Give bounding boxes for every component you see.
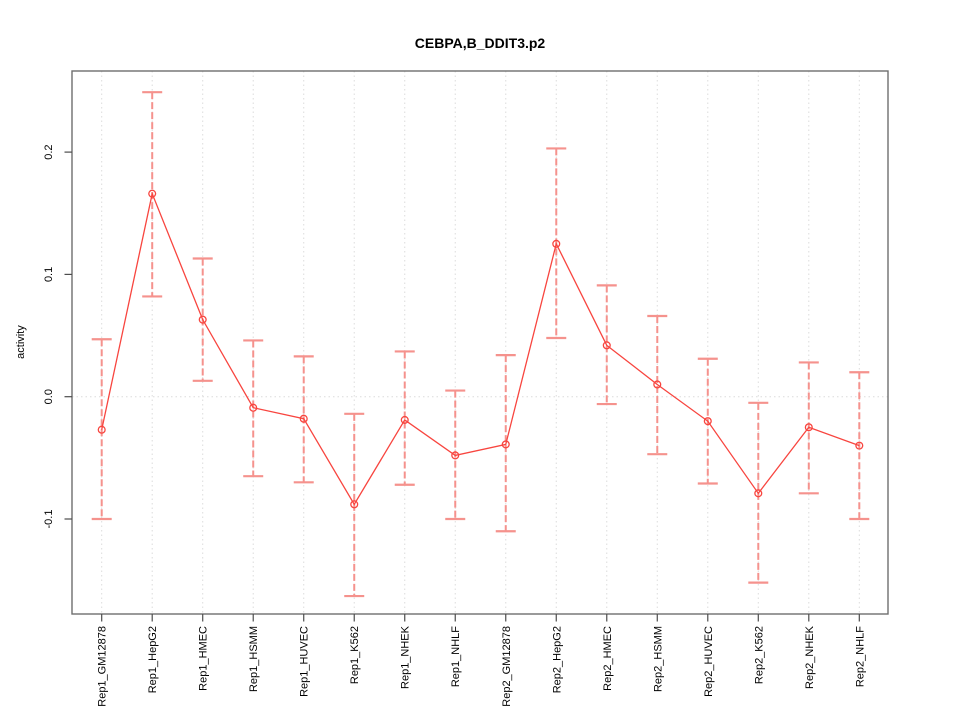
x-tick-label: Rep2_HMEC (602, 626, 614, 691)
data-point (400, 415, 409, 424)
gridlines (72, 71, 888, 614)
x-tick-label: Rep1_NHEK (400, 625, 412, 689)
error-bars (91, 91, 870, 598)
data-point (451, 451, 460, 460)
y-tick-labels: -0.1 0.0 0.1 0.2 (43, 144, 55, 528)
chart-title: CEBPA,B_DDIT3.p2 (415, 35, 546, 51)
data-point (249, 403, 258, 412)
x-tick-label: Rep2_NHLF (854, 626, 866, 687)
x-tick-label: Rep1_HUVEC (299, 626, 311, 697)
x-tick-label: Rep2_K562 (753, 626, 765, 684)
data-point (804, 423, 813, 432)
series-polyline (101, 191, 860, 506)
data-point (350, 500, 359, 509)
data-point (552, 239, 561, 248)
x-tick-label: Rep1_HepG2 (147, 626, 159, 693)
data-point (501, 440, 510, 449)
data-point (754, 489, 763, 498)
data-points (97, 189, 864, 509)
y-tick-label: 0.2 (43, 144, 55, 159)
data-point (299, 414, 308, 423)
y-tick-label: -0.1 (43, 510, 55, 529)
plot-border (71, 70, 889, 615)
data-point (198, 315, 207, 324)
data-point (602, 341, 611, 350)
x-tick-label: Rep1_K562 (349, 626, 361, 684)
y-tick-label: 0.1 (43, 267, 55, 282)
x-tick-label: Rep1_GM12878 (97, 626, 109, 707)
x-tick-label: Rep1_HMEC (198, 626, 210, 691)
data-point (653, 380, 662, 389)
x-tick-label: Rep1_HSMM (248, 626, 260, 692)
plot-box (71, 70, 889, 615)
x-tick-label: Rep2_GM12878 (501, 626, 513, 707)
x-tick-label: Rep2_HepG2 (551, 626, 563, 693)
data-point (855, 441, 864, 450)
y-tick-label: 0.0 (43, 389, 55, 404)
data-point (148, 189, 157, 198)
x-tick-label: Rep2_NHEK (804, 625, 816, 689)
x-tick-labels: Rep1_GM12878 Rep1_HepG2 Rep1_HMEC Rep1_HSMM… (97, 625, 867, 706)
x-tick-label: Rep2_HUVEC (703, 626, 715, 697)
x-tick-label: Rep2_HSMM (652, 626, 664, 692)
axis-ticks (64, 151, 860, 622)
x-tick-label: Rep1_NHLF (450, 626, 462, 687)
data-point (97, 425, 106, 434)
series-line (101, 191, 860, 506)
data-point (703, 417, 712, 426)
y-axis-label: activity (15, 325, 27, 359)
